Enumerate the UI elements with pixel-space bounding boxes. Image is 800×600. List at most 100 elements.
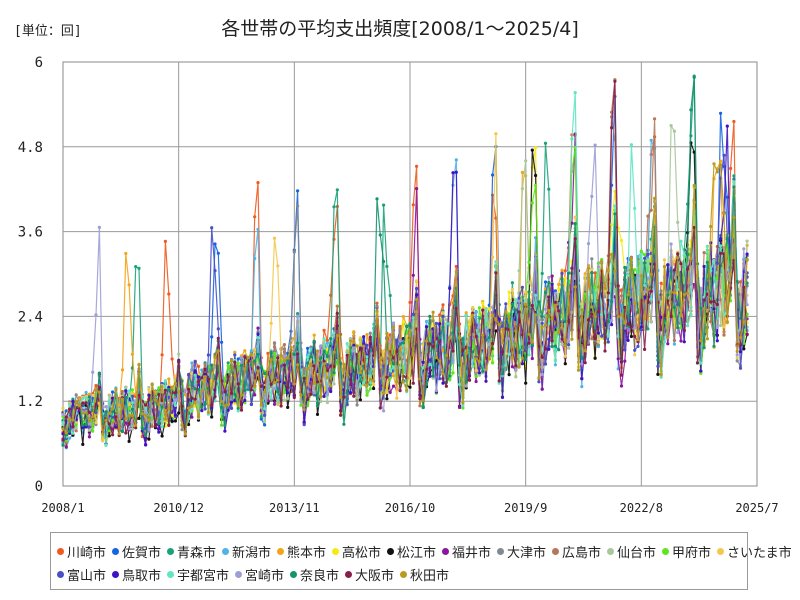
data-point: [220, 340, 224, 344]
data-point: [580, 308, 584, 312]
data-point: [461, 337, 465, 341]
data-point: [560, 342, 564, 347]
data-point: [124, 389, 128, 393]
data-point: [187, 422, 191, 427]
data-point: [686, 252, 690, 256]
data-point: [203, 402, 207, 406]
data-point: [137, 416, 141, 420]
data-point: [84, 425, 88, 429]
data-point: [421, 343, 425, 347]
data-point: [431, 310, 435, 314]
data-point: [256, 181, 260, 185]
data-point: [249, 375, 253, 379]
data-point: [540, 314, 544, 319]
data-point: [732, 180, 736, 184]
data-point: [190, 415, 194, 419]
data-point: [686, 291, 690, 296]
data-point: [335, 334, 339, 338]
data-point: [500, 324, 505, 328]
legend-item: 熊本市: [277, 542, 326, 561]
data-point: [391, 326, 396, 330]
data-point: [325, 341, 329, 345]
data-point: [306, 355, 310, 359]
data-point: [474, 374, 478, 378]
data-point: [596, 310, 601, 314]
data-point: [200, 409, 204, 413]
data-point: [715, 170, 719, 174]
data-point: [590, 271, 594, 275]
data-point: [444, 322, 448, 326]
data-point: [286, 385, 290, 390]
data-point: [157, 386, 161, 390]
data-point: [672, 291, 677, 295]
data-point: [193, 370, 197, 374]
data-point: [434, 389, 438, 393]
data-point: [735, 356, 739, 360]
data-point: [458, 405, 462, 410]
data-point: [64, 445, 68, 449]
data-point: [474, 368, 478, 372]
data-point: [738, 366, 743, 370]
data-point: [312, 364, 316, 368]
data-point: [157, 393, 161, 397]
data-point: [200, 389, 204, 393]
data-point: [120, 389, 125, 394]
data-point: [547, 347, 551, 351]
data-point: [504, 302, 508, 306]
data-point: [253, 393, 257, 397]
data-point: [553, 303, 558, 308]
data-point: [600, 259, 604, 264]
data-point: [206, 410, 210, 414]
legend-marker: [400, 571, 407, 578]
data-point: [418, 404, 422, 408]
data-point: [405, 334, 409, 338]
data-point: [388, 293, 392, 298]
data-point: [563, 362, 567, 366]
data-point: [596, 265, 601, 269]
data-point: [520, 362, 525, 366]
data-point: [484, 368, 488, 372]
data-point: [603, 286, 607, 290]
data-point: [253, 348, 257, 352]
data-point: [266, 382, 270, 386]
data-point: [745, 252, 749, 256]
data-point: [491, 173, 495, 177]
data-point: [130, 407, 134, 411]
data-point: [415, 293, 419, 297]
data-point: [147, 388, 151, 392]
data-point: [434, 359, 438, 363]
data-point: [401, 341, 405, 345]
legend-item: 川崎市: [57, 542, 106, 561]
data-point: [474, 379, 478, 384]
data-point: [742, 247, 746, 251]
data-point: [299, 341, 303, 345]
data-point: [276, 356, 280, 360]
data-point: [563, 292, 567, 296]
legend-label: 松江市: [397, 546, 437, 561]
data-point: [160, 401, 164, 405]
data-point: [441, 325, 445, 329]
data-point: [319, 399, 323, 404]
data-point: [623, 348, 627, 352]
data-point: [732, 185, 736, 189]
data-point: [312, 339, 316, 343]
data-point: [322, 328, 326, 332]
data-point: [107, 434, 111, 438]
data-point: [722, 333, 726, 337]
data-point: [669, 314, 673, 319]
data-point: [448, 374, 452, 378]
data-point: [424, 367, 429, 371]
data-point: [596, 285, 601, 289]
data-point: [322, 359, 326, 363]
data-point: [269, 321, 273, 325]
data-point: [127, 407, 131, 411]
data-point: [606, 334, 610, 338]
data-point: [705, 244, 710, 248]
data-point: [672, 305, 677, 309]
data-point: [348, 339, 353, 343]
data-point: [560, 277, 564, 281]
data-point: [583, 349, 587, 353]
data-point: [325, 392, 329, 396]
data-point: [411, 273, 415, 277]
data-point: [679, 239, 683, 243]
